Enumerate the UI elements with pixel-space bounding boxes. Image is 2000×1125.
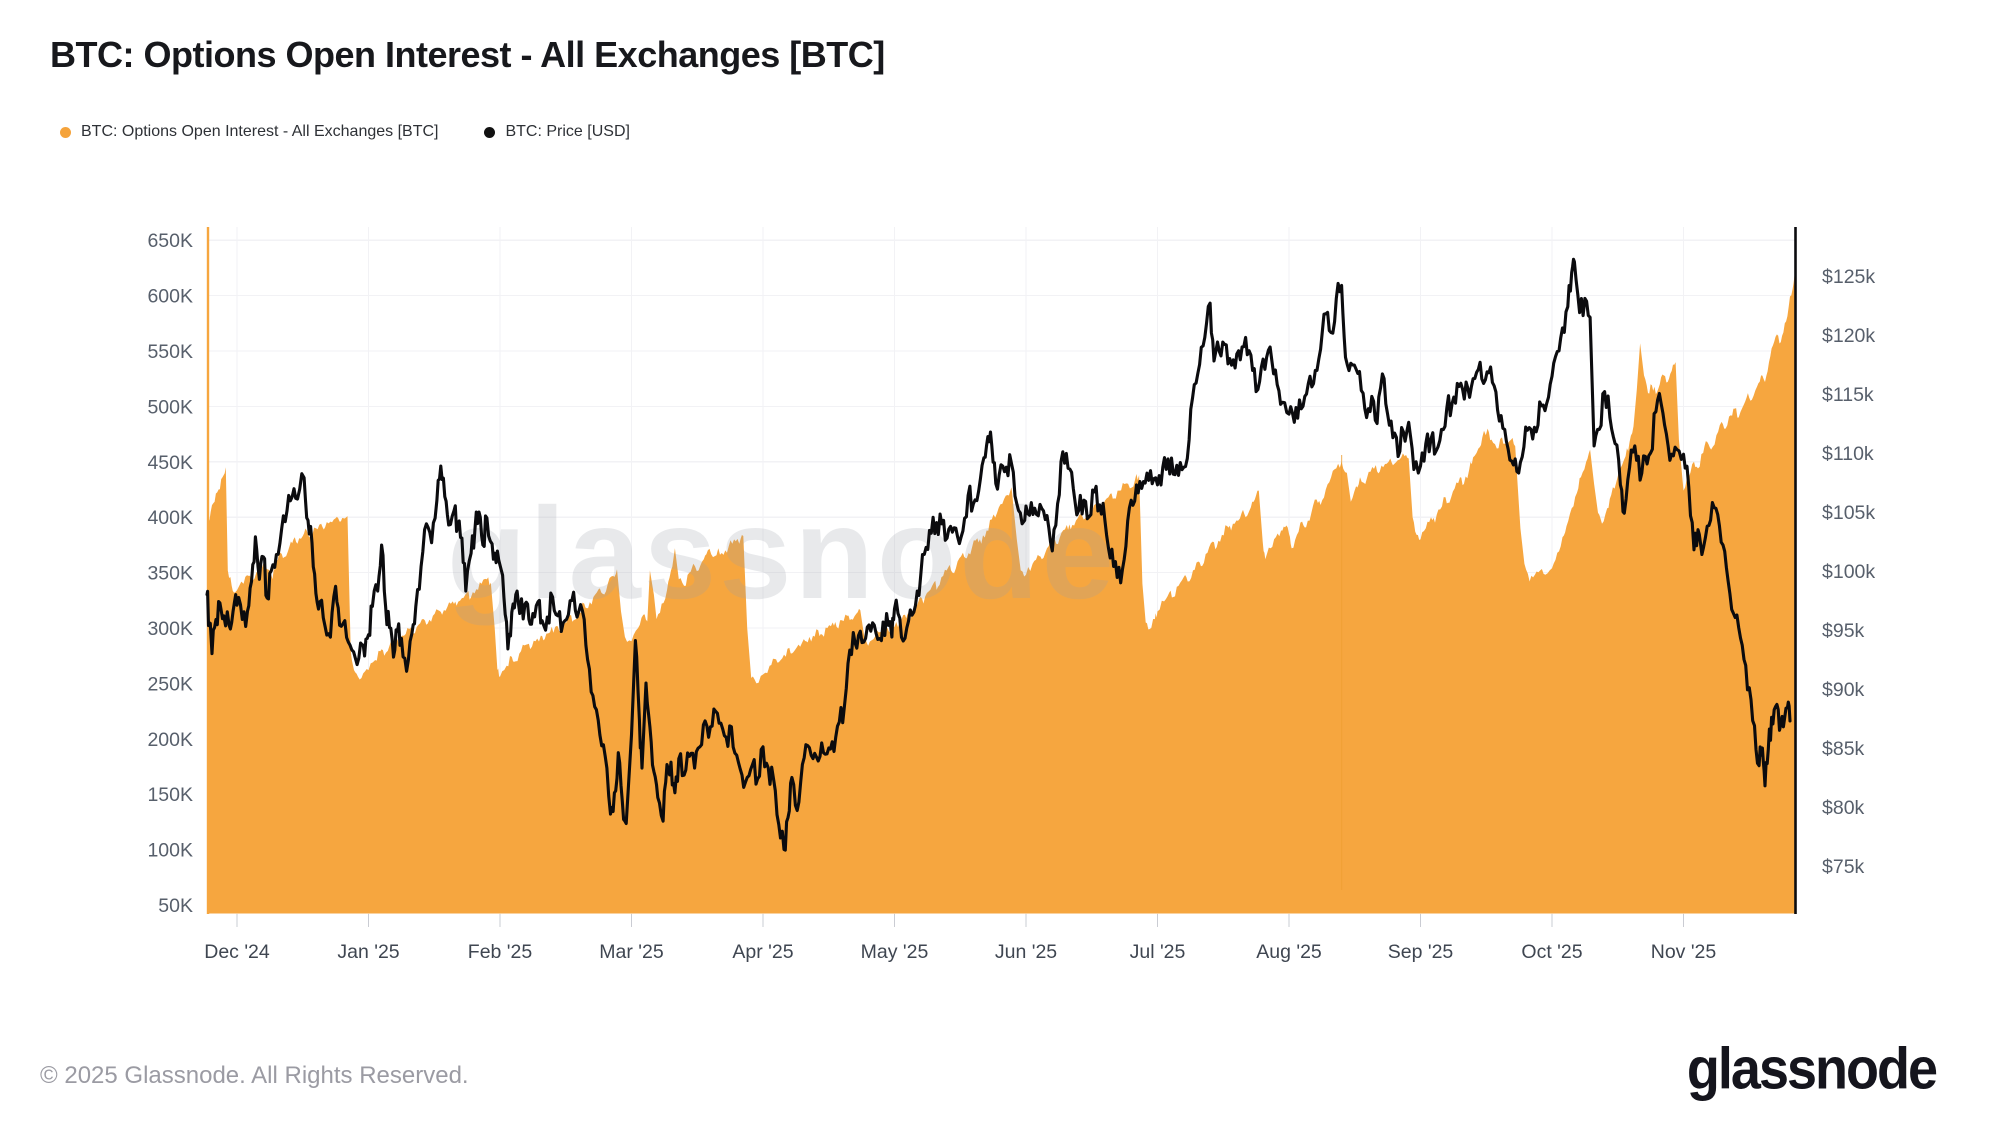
x-axis-label: Nov '25 — [1651, 941, 1717, 963]
glassnode-watermark: glassnode — [447, 480, 1117, 626]
legend-item-label: BTC: Options Open Interest - All Exchang… — [81, 123, 439, 140]
x-axis-label: Jul '25 — [1130, 941, 1186, 963]
y-left-axis-label: 450K — [147, 452, 193, 474]
y-right-axis-label: $105k — [1822, 502, 1875, 524]
y-right-axis-label: $120k — [1822, 325, 1875, 347]
legend-item-open-interest[interactable]: BTC: Options Open Interest - All Exchang… — [60, 123, 438, 141]
x-axis-label: Apr '25 — [732, 941, 793, 963]
y-left-axis-label: 600K — [147, 286, 193, 308]
x-axis-label: Jan '25 — [337, 941, 399, 963]
legend-item-label: BTC: Price [USD] — [505, 123, 630, 140]
y-left-axis-label: 100K — [147, 840, 193, 862]
y-right-axis-label: $100k — [1822, 561, 1875, 583]
y-left-axis-label: 550K — [147, 341, 193, 363]
copyright-text: © 2025 Glassnode. All Rights Reserved. — [40, 1062, 469, 1089]
x-axis-label: Dec '24 — [204, 941, 270, 963]
x-axis-label: Feb '25 — [468, 941, 533, 963]
x-axis-label: Mar '25 — [599, 941, 664, 963]
y-left-axis-label: 150K — [147, 784, 193, 806]
y-right-axis-label: $110k — [1822, 443, 1874, 465]
y-left-axis-label: 650K — [147, 230, 193, 252]
y-left-axis-label: 50K — [158, 895, 193, 917]
x-axis-label: May '25 — [861, 941, 929, 963]
y-right-axis-label: $125k — [1822, 266, 1875, 288]
x-axis-label: Oct '25 — [1521, 941, 1582, 963]
legend-dot-icon — [484, 126, 496, 138]
price-line-series[interactable] — [205, 257, 1792, 852]
page-title: BTC: Options Open Interest - All Exchang… — [50, 34, 885, 75]
x-axis-label: Jun '25 — [995, 941, 1057, 963]
legend-item-price[interactable]: BTC: Price [USD] — [484, 123, 630, 141]
y-right-axis-label: $80k — [1822, 797, 1865, 819]
y-left-axis-label: 200K — [147, 729, 193, 751]
y-left-axis-label: 300K — [147, 618, 193, 640]
glassnode-logo[interactable]: glassnode — [1686, 1036, 1938, 1102]
y-left-axis-label: 250K — [147, 673, 193, 695]
legend-dot-icon — [60, 126, 71, 138]
y-left-axis-label: 500K — [147, 396, 193, 418]
x-axis-label: Aug '25 — [1256, 941, 1322, 963]
y-right-axis-label: $85k — [1822, 738, 1865, 760]
y-left-axis-label: 350K — [147, 563, 193, 585]
y-right-axis-label: $90k — [1822, 679, 1865, 701]
y-right-axis-label: $115k — [1822, 384, 1874, 406]
chart-legend: BTC: Options Open Interest - All Exchang… — [60, 123, 630, 141]
y-right-axis-label: $95k — [1822, 620, 1865, 642]
y-left-axis-label: 400K — [147, 507, 193, 529]
x-axis-label: Sep '25 — [1388, 941, 1454, 963]
y-right-axis-label: $75k — [1822, 856, 1865, 878]
